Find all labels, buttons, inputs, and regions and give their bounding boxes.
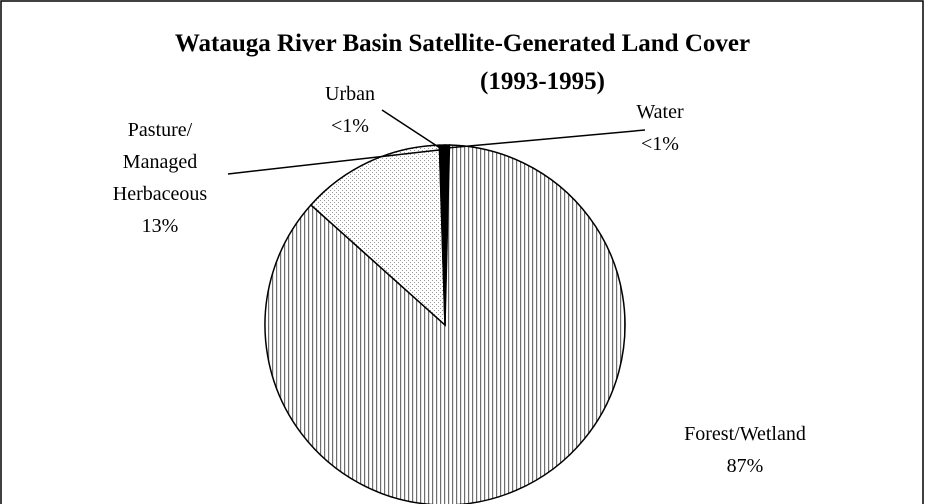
slice-label: Pasture/ Managed Herbaceous 13% — [110, 114, 210, 242]
pie-slice — [264, 144, 626, 504]
value-label: <1% — [331, 115, 369, 137]
category-label: Pasture/ Managed Herbaceous — [112, 119, 208, 205]
leader-line — [227, 149, 440, 175]
chart-title: (1993-1995) — [480, 68, 605, 95]
pie-slice — [438, 144, 446, 326]
value-label: <1% — [641, 133, 679, 155]
pie-slice — [309, 144, 446, 327]
value-label: 87% — [726, 455, 764, 477]
slice-label: Water <1% — [600, 96, 720, 160]
category-label: Water — [636, 101, 684, 123]
leader-line — [381, 109, 441, 149]
category-label: Urban — [325, 83, 375, 105]
chart-title: Watauga River Basin Satellite-Generated … — [174, 30, 751, 57]
slice-label: Forest/Wetland 87% — [665, 418, 825, 482]
slice-label: Urban <1% — [290, 78, 410, 142]
leader-line — [446, 129, 646, 149]
value-label: 13% — [141, 215, 179, 237]
category-label: Forest/Wetland — [684, 423, 806, 445]
